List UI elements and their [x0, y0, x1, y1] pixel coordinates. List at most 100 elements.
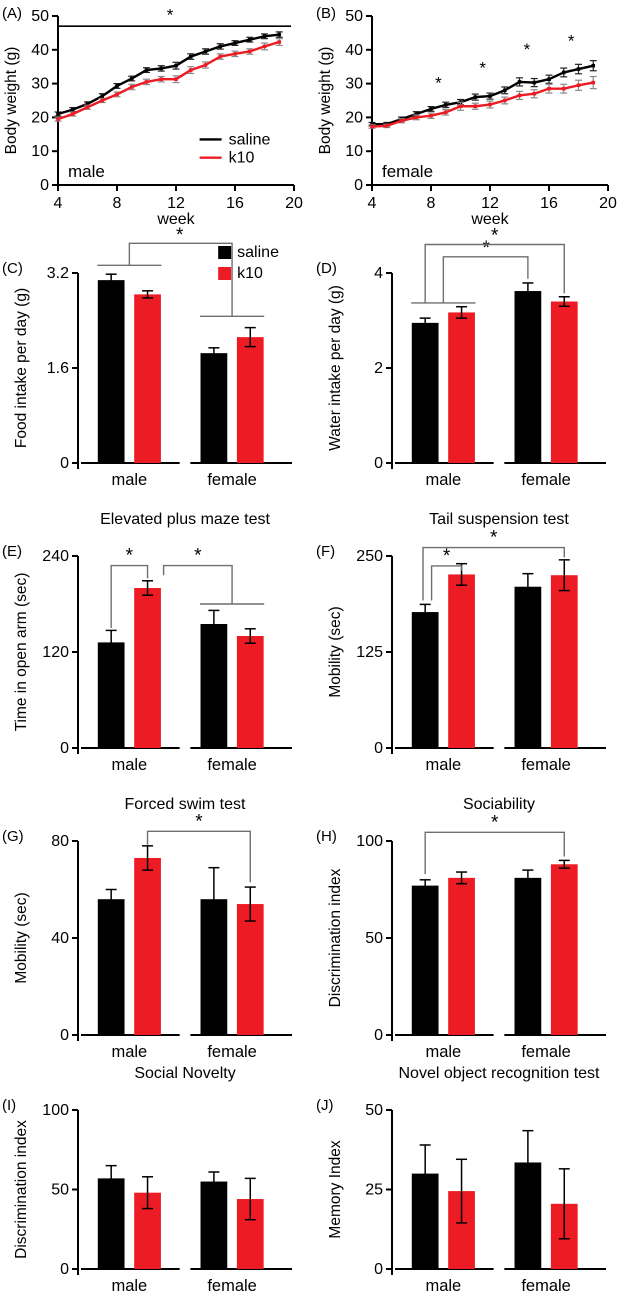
significance-bracket [162, 564, 233, 604]
point-marker-k10 [277, 40, 282, 44]
y-axis-label: Discrimination index [13, 1120, 30, 1259]
bar-saline-female [200, 624, 228, 748]
group-label-female: female [207, 1277, 257, 1295]
legend-swatch-saline [218, 246, 232, 259]
significance-star: * [435, 74, 442, 93]
chart-h-svg: (H) Sociability 0 50 100 Discrimination index… [316, 796, 606, 1061]
chart-i-svg: (I) Social Novelty 0 50 100 Discrimination in… [2, 1065, 292, 1295]
point-marker-k10 [547, 86, 551, 91]
bar-saline-male [97, 280, 125, 463]
point-marker-saline [115, 84, 119, 88]
group-label-female: female [521, 756, 571, 774]
point-marker-k10 [174, 77, 178, 82]
point-marker-saline [129, 76, 134, 81]
panel-j: (J) Novel object recognition test 0 25 50 Mem… [314, 1065, 628, 1299]
chart-title: Social Novelty [134, 1065, 235, 1082]
point-marker-k10 [218, 54, 223, 59]
inner-label: female [382, 162, 433, 181]
point-marker-saline [547, 77, 551, 82]
y-tick-label: 250 [356, 548, 383, 565]
series-line-k10 [371, 81, 594, 128]
point-marker-k10 [70, 112, 75, 116]
panel-a: (A) 0 10 20 30 40 50 Body weight (g) 4 8 12 16 20 wee… [0, 0, 314, 228]
bar-k10-male [448, 574, 475, 748]
y-tick-label: 10 [31, 143, 49, 160]
bar-saline-male [411, 612, 439, 748]
bar-k10-female [236, 337, 264, 463]
chart-b-svg: (B) 0 10 20 30 40 50 Body weight (g) 4 8 12 16 20 wee… [316, 5, 617, 228]
point-marker-k10 [262, 44, 267, 49]
chart-e-svg: (E) Elevated plus maze test 0 120 240 Time in… [2, 511, 292, 774]
panel-d: (D) 0 2 4 Water intake per day (g) male female… [314, 225, 628, 493]
point-marker-k10 [233, 52, 237, 56]
group-label-female: female [207, 1043, 257, 1061]
point-marker-k10 [188, 68, 193, 72]
bar-k10-male [448, 877, 475, 1035]
panel-label: (A) [2, 5, 22, 22]
significance-star: * [176, 225, 184, 246]
point-marker-saline [159, 66, 164, 71]
y-axis-label: Body weight (g) [317, 47, 334, 155]
panel-label: (D) [316, 260, 337, 277]
bar-k10-female [550, 301, 578, 463]
chart-title: Forced swim test [125, 796, 246, 813]
point-marker-k10 [115, 92, 119, 97]
panel-label: (G) [2, 828, 24, 845]
point-marker-k10 [488, 102, 492, 107]
y-tick-label: 0 [374, 455, 383, 472]
point-marker-saline [443, 103, 448, 107]
y-axis-label: Food intake per day (g) [13, 288, 30, 448]
point-marker-saline [561, 70, 566, 75]
significance-star: * [443, 546, 451, 567]
y-tick-label: 0 [40, 177, 49, 194]
y-axis-label: Mobility (sec) [327, 606, 344, 697]
point-marker-k10 [56, 117, 60, 121]
y-tick-label: 0 [60, 455, 69, 472]
significance-bracket [110, 564, 149, 628]
legend-label-k10: k10 [229, 150, 255, 167]
group-label-male: male [425, 756, 461, 774]
y-tick-label: 40 [345, 42, 363, 59]
x-tick-label: 16 [226, 195, 244, 212]
group-label-female: female [521, 471, 571, 489]
point-marker-saline [591, 63, 596, 68]
x-tick-label: 20 [285, 195, 303, 212]
x-tick-label: 20 [599, 195, 617, 212]
panel-label: (H) [316, 828, 337, 845]
y-tick-label: 2 [374, 360, 383, 377]
point-marker-k10 [203, 63, 208, 67]
point-marker-k10 [85, 105, 90, 110]
panel-f: (F) Tail suspension test 0 125 250 Mobility (… [314, 493, 628, 778]
point-marker-k10 [429, 113, 433, 118]
point-marker-saline [532, 80, 537, 85]
point-marker-k10 [576, 83, 581, 88]
significance-star: * [194, 546, 202, 567]
y-axis-label: Memory Index [327, 1140, 344, 1238]
point-marker-k10 [561, 86, 566, 91]
point-marker-k10 [502, 98, 507, 103]
point-marker-k10 [247, 49, 252, 54]
chart-title: Elevated plus maze test [100, 511, 270, 528]
y-tick-label: 50 [31, 8, 49, 25]
significance-star: * [524, 40, 531, 59]
point-marker-saline [56, 112, 60, 116]
y-tick-label: 25 [365, 1182, 383, 1199]
significance-bracket [424, 831, 565, 874]
chart-title: Novel object recognition test [399, 1065, 601, 1082]
point-marker-k10 [159, 77, 164, 82]
bar-k10-male [134, 294, 161, 463]
point-marker-saline [203, 49, 208, 54]
significance-star: * [482, 238, 490, 259]
chart-title: Sociability [463, 796, 535, 813]
y-tick-label: 50 [51, 1182, 69, 1199]
legend-label-saline: saline [237, 244, 279, 261]
bar-saline-female [514, 877, 542, 1035]
bar-saline-female [200, 353, 228, 463]
y-tick-label: 0 [60, 1261, 69, 1278]
y-tick-label: 240 [42, 548, 69, 565]
y-tick-label: 50 [345, 8, 363, 25]
y-tick-label: 3.2 [47, 265, 69, 282]
bar-saline-male [97, 642, 125, 748]
y-tick-label: 0 [354, 177, 363, 194]
